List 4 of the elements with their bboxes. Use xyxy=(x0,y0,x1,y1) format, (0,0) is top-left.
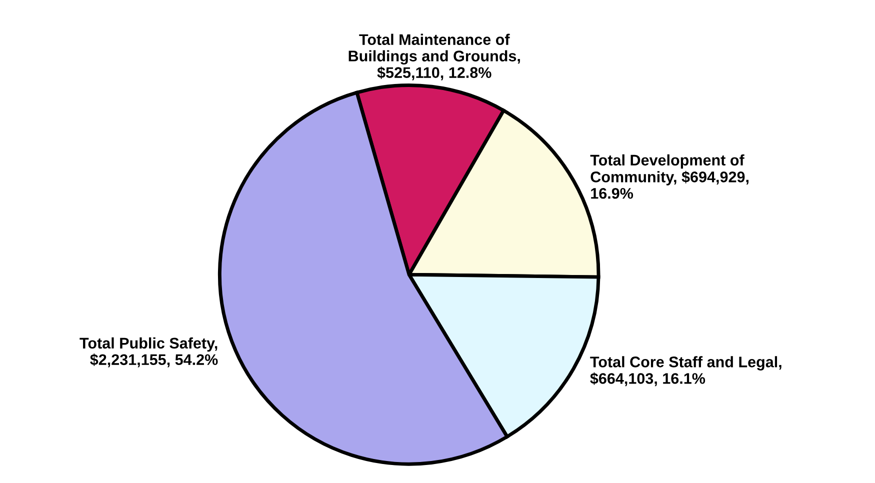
slice-label: Total Maintenance of Buildings and Grounds, $525,110, 12.8% xyxy=(348,34,520,80)
slice-label: Total Development of Community, $694,929, 16.9% xyxy=(590,154,748,199)
slice-label: Total Public Safety, $2,231,155, 54.2% xyxy=(80,337,218,368)
slice-label: Total Core Staff and Legal, $664,103, 16.1% xyxy=(590,356,782,386)
